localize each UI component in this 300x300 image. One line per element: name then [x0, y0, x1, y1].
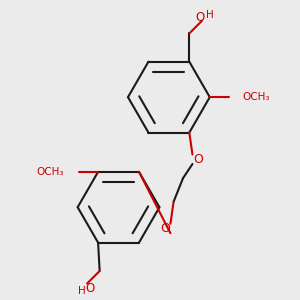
- Text: O: O: [160, 222, 170, 235]
- Text: H: H: [206, 10, 214, 20]
- Text: O: O: [85, 282, 95, 295]
- Text: O: O: [193, 153, 203, 166]
- Text: OCH₃: OCH₃: [243, 92, 270, 102]
- Text: H: H: [78, 286, 85, 296]
- Text: OCH₃: OCH₃: [36, 167, 64, 177]
- Text: O: O: [196, 11, 205, 24]
